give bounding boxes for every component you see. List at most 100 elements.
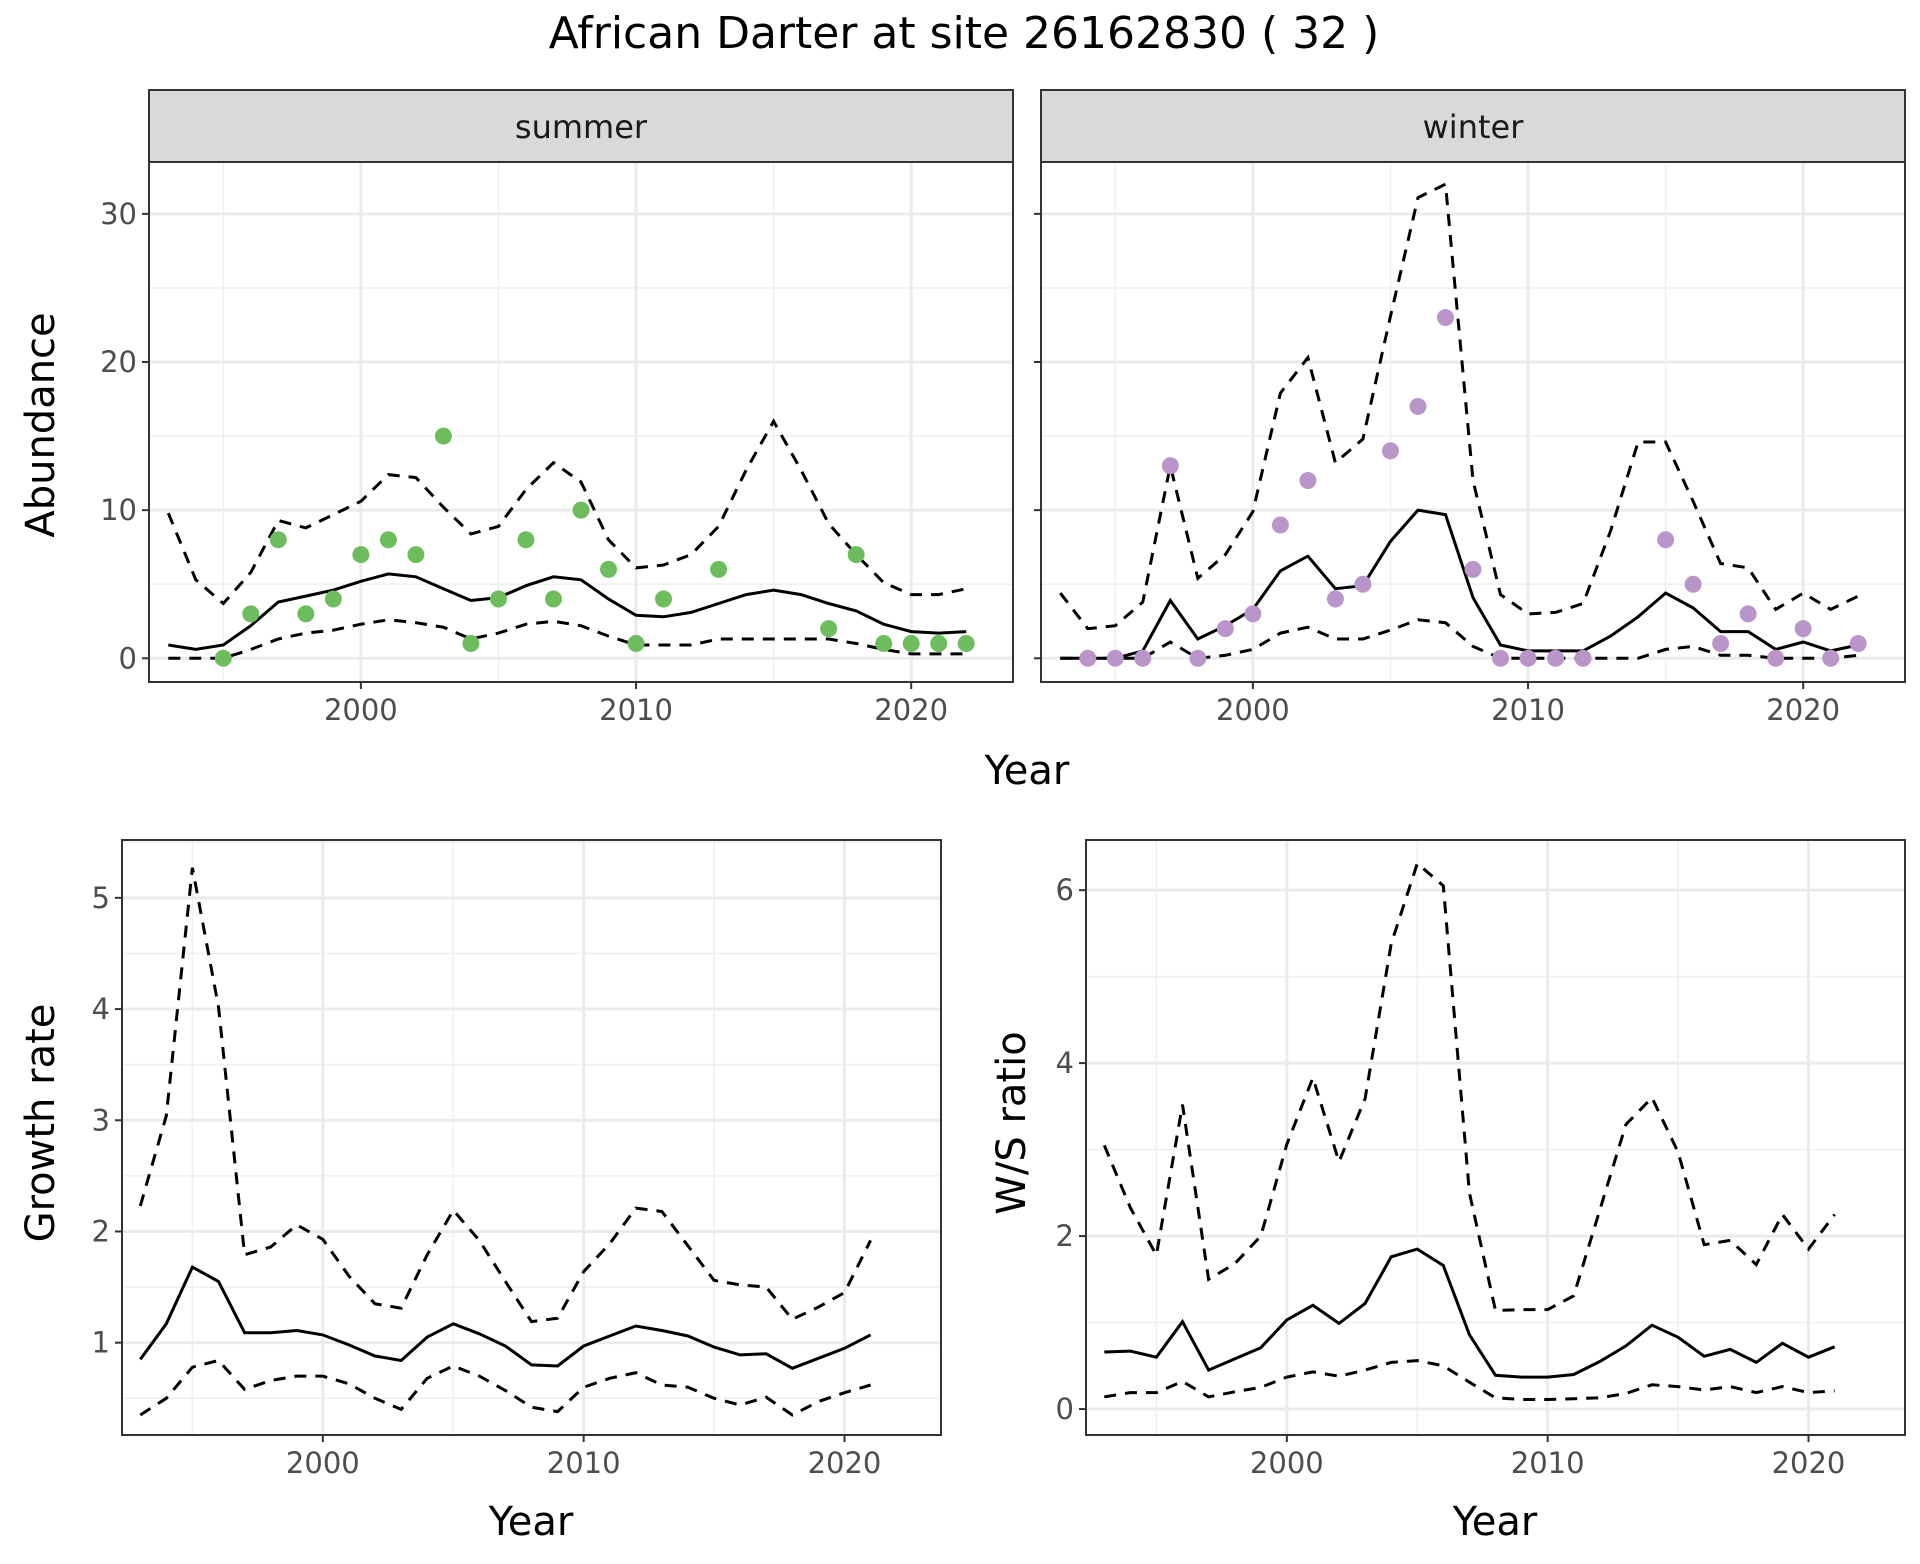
summer-data-point bbox=[710, 560, 728, 578]
strip-label-winter: winter bbox=[1423, 108, 1525, 146]
winter-x-tick-label: 2000 bbox=[1216, 693, 1290, 727]
winter-lower-bound-line bbox=[1060, 618, 1859, 660]
ws-plot-background bbox=[1086, 840, 1905, 1435]
summer-x-tick-label: 2020 bbox=[874, 693, 948, 727]
summer-data-point bbox=[957, 634, 975, 652]
summer-lower-bound-line bbox=[168, 618, 967, 660]
winter-data-point bbox=[1794, 620, 1812, 638]
figure-title: African Darter at site 26162830 ( 32 ) bbox=[549, 8, 1380, 59]
summer-plot-background bbox=[149, 162, 1013, 682]
winter-plot-background bbox=[1041, 162, 1905, 682]
winter-data-point bbox=[1409, 397, 1427, 415]
summer-data-point bbox=[627, 634, 645, 652]
summer-data-point bbox=[269, 531, 287, 549]
summer-data-point bbox=[462, 634, 480, 652]
panel-growth-rate: 2000 2010 2020 1 2 3 4 5 bbox=[92, 839, 942, 1480]
ws-x-axis-title: Year bbox=[1452, 1499, 1538, 1545]
summer-x-tick-label: 2010 bbox=[599, 693, 673, 727]
summer-data-point bbox=[847, 546, 865, 564]
strip-summer bbox=[148, 89, 1014, 163]
panel-ws-ratio: 2000 2010 2020 0 2 4 6 bbox=[1056, 839, 1906, 1480]
winter-data-point bbox=[1326, 590, 1344, 608]
winter-data-point bbox=[1299, 472, 1317, 490]
summer-data-point bbox=[379, 531, 397, 549]
growth-y-tick-label: 2 bbox=[92, 1214, 110, 1248]
panel-summer: summer 2000 2010 2020 0 10 20 30 bbox=[100, 89, 1014, 727]
winter-data-point bbox=[1547, 649, 1565, 667]
ws-panel-border bbox=[1085, 839, 1906, 1436]
summer-y-tick-label: 30 bbox=[100, 197, 137, 231]
winter-data-point bbox=[1381, 442, 1399, 460]
growth-panel-border bbox=[121, 839, 942, 1436]
winter-x-tick-label: 2020 bbox=[1766, 693, 1840, 727]
abundance-x-axis-title: Year bbox=[984, 748, 1070, 794]
winter-data-point bbox=[1822, 649, 1840, 667]
summer-data-point bbox=[324, 590, 342, 608]
summer-data-point bbox=[489, 590, 507, 608]
ws-x-tick-label: 2020 bbox=[1772, 1446, 1846, 1480]
growth-lower-bound-line bbox=[139, 1358, 872, 1417]
growth-y-tick-label: 5 bbox=[92, 881, 110, 915]
plot-ws-ratio: 2000 2010 2020 0 2 4 6 bbox=[1056, 839, 1906, 1480]
winter-data-point bbox=[1739, 605, 1757, 623]
growth-y-axis-title: Growth rate bbox=[18, 1004, 64, 1243]
strip-label-summer: summer bbox=[515, 108, 648, 146]
summer-data-point bbox=[297, 605, 315, 623]
summer-upper-bound-line bbox=[166, 418, 967, 606]
summer-data-point bbox=[517, 531, 535, 549]
summer-fit-line bbox=[168, 572, 967, 651]
summer-data-point bbox=[655, 590, 673, 608]
plot-summer: 2000 2010 2020 0 10 20 30 bbox=[100, 161, 1014, 727]
summer-data-point bbox=[352, 546, 370, 564]
winter-data-point bbox=[1436, 309, 1454, 327]
summer-data-point bbox=[572, 501, 590, 519]
growth-x-tick-label: 2020 bbox=[808, 1446, 882, 1480]
plot-growth-rate: 2000 2010 2020 1 2 3 4 5 bbox=[92, 839, 942, 1480]
winter-data-point bbox=[1271, 516, 1289, 534]
winter-data-point bbox=[1519, 649, 1537, 667]
winter-data-point bbox=[1216, 620, 1234, 638]
winter-upper-bound-line bbox=[1059, 181, 1859, 631]
winter-data-point bbox=[1106, 649, 1124, 667]
winter-data-point bbox=[1244, 605, 1262, 623]
growth-plot-background bbox=[122, 840, 941, 1435]
growth-y-tick-label: 3 bbox=[92, 1103, 110, 1137]
winter-data-point bbox=[1189, 649, 1207, 667]
winter-data-point bbox=[1712, 634, 1730, 652]
growth-y-tick-label: 4 bbox=[92, 992, 110, 1026]
winter-data-point bbox=[1574, 649, 1592, 667]
strip-winter bbox=[1040, 89, 1906, 163]
growth-x-axis-title: Year bbox=[488, 1499, 574, 1545]
summer-data-point bbox=[875, 634, 893, 652]
ws-y-tick-label: 0 bbox=[1056, 1392, 1074, 1426]
winter-data-point bbox=[1684, 575, 1702, 593]
winter-data-point bbox=[1079, 649, 1097, 667]
winter-data-point bbox=[1354, 575, 1372, 593]
winter-data-point bbox=[1134, 649, 1152, 667]
winter-fit-line bbox=[1060, 508, 1859, 660]
summer-data-point bbox=[902, 634, 920, 652]
summer-data-point bbox=[544, 590, 562, 608]
summer-data-point bbox=[242, 605, 260, 623]
growth-x-tick-label: 2000 bbox=[286, 1446, 360, 1480]
winter-data-point bbox=[1492, 649, 1510, 667]
summer-x-tick-label: 2000 bbox=[324, 693, 398, 727]
winter-panel-border bbox=[1040, 161, 1906, 683]
winter-data-point bbox=[1464, 560, 1482, 578]
summer-y-tick-label: 20 bbox=[100, 345, 137, 379]
winter-data-point bbox=[1767, 649, 1785, 667]
ws-y-tick-label: 6 bbox=[1056, 873, 1074, 907]
ws-y-axis-title: W/S ratio bbox=[989, 1031, 1035, 1214]
summer-data-point bbox=[407, 546, 425, 564]
summer-data-point bbox=[434, 427, 452, 445]
ws-y-tick-label: 2 bbox=[1056, 1219, 1074, 1253]
ws-x-tick-label: 2010 bbox=[1511, 1446, 1585, 1480]
winter-data-point bbox=[1161, 457, 1179, 475]
growth-fit-line bbox=[139, 1265, 872, 1370]
growth-y-tick-label: 1 bbox=[92, 1326, 110, 1360]
growth-x-tick-label: 2010 bbox=[547, 1446, 621, 1480]
growth-upper-bound-line bbox=[138, 867, 872, 1324]
abundance-y-axis-title: Abundance bbox=[18, 312, 64, 537]
